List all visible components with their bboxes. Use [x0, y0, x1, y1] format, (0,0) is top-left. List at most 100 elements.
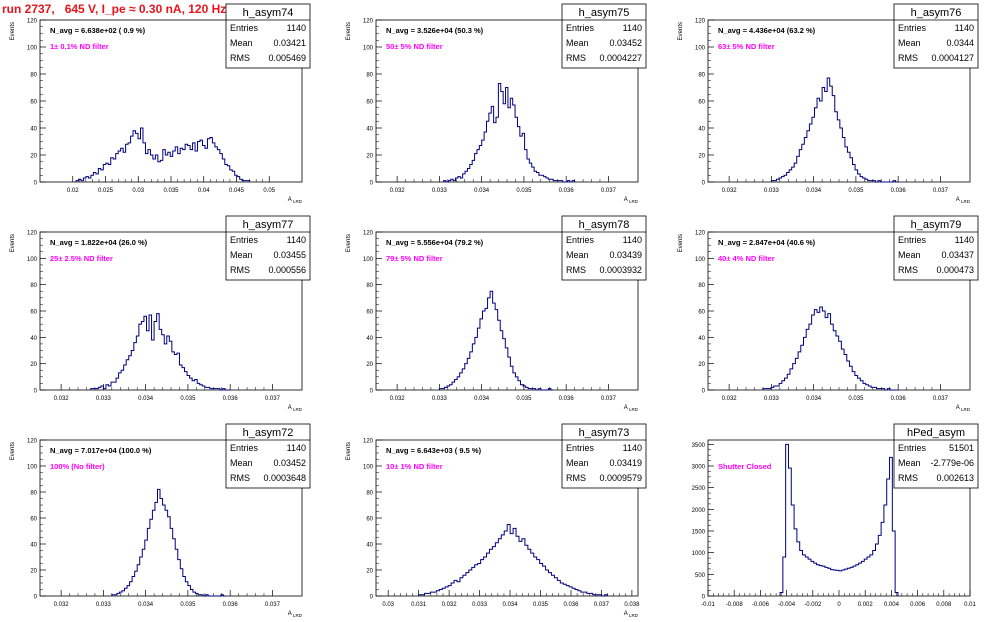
- y-tick-label: 0: [370, 595, 374, 601]
- y-tick-label: 40: [698, 336, 705, 342]
- stats-value: 0.000556: [268, 265, 306, 275]
- x-tick-label: 0.034: [474, 188, 490, 194]
- histogram-series: [762, 306, 899, 391]
- y-axis-label: Events: [346, 442, 352, 460]
- panel-h_asym74: 0 20 40 60 80 100 120 0.02 0.025 0.03 0.035 0.04 0.0…: [10, 3, 311, 204]
- stats-label: Entries: [230, 235, 259, 245]
- stats-label: RMS: [230, 473, 250, 483]
- stats-value: 0.03419: [609, 458, 642, 468]
- x-tick-label: 0.036: [223, 602, 239, 608]
- stats-label: Mean: [566, 38, 589, 48]
- stats-value: 0.0004227: [599, 53, 642, 63]
- stats-label: Mean: [230, 458, 253, 468]
- x-tick-label: 0.037: [265, 602, 281, 608]
- stats-label: Entries: [566, 23, 595, 33]
- stats-value: -2.779e-06: [930, 458, 974, 468]
- x-axis-label: A LRD: [624, 405, 639, 412]
- y-tick-label: 0: [34, 389, 38, 395]
- y-tick-label: 60: [30, 310, 37, 316]
- x-tick-label: 0.033: [432, 396, 448, 402]
- y-tick-label: 60: [698, 100, 705, 106]
- x-tick-label: 0.004: [884, 602, 900, 608]
- stats-value: 1140: [955, 235, 974, 245]
- x-axis-label: A LRD: [288, 197, 303, 204]
- x-tick-label: 0.032: [390, 396, 406, 402]
- y-tick-label: 2500: [692, 486, 706, 492]
- x-tick-label: 0.033: [472, 602, 488, 608]
- y-tick-label: 60: [30, 517, 37, 523]
- filter-annotation: 100% (No filter): [50, 462, 105, 471]
- y-tick-label: 0: [702, 389, 706, 395]
- stats-label: Entries: [566, 235, 595, 245]
- navg-label: N_avg = 6.638e+02 ( 0.9 %): [50, 26, 146, 35]
- y-tick-label: 20: [366, 362, 373, 368]
- x-tick-label: 0.037: [601, 396, 617, 402]
- filter-annotation: Shutter Closed: [718, 462, 772, 471]
- y-tick-label: 0: [370, 181, 374, 187]
- stats-label: RMS: [898, 265, 918, 275]
- navg-box: [384, 236, 562, 248]
- y-tick-label: 0: [702, 595, 706, 601]
- stats-box: [561, 215, 647, 281]
- histogram-title: h_asym73: [579, 427, 630, 439]
- navg-box: [48, 444, 226, 456]
- navg-box: [716, 24, 894, 36]
- x-tick-label: 0.033: [432, 188, 448, 194]
- stats-label: Mean: [898, 458, 921, 468]
- y-tick-label: 2000: [692, 508, 706, 514]
- y-tick-label: 3000: [692, 465, 706, 471]
- y-tick-label: 60: [698, 310, 705, 316]
- histogram-title: h_asym77: [243, 219, 294, 231]
- stats-label: Entries: [898, 443, 927, 453]
- x-tick-label: 0.033: [764, 188, 780, 194]
- y-tick-label: 40: [366, 336, 373, 342]
- x-tick-label: 0: [837, 602, 841, 608]
- stats-value: 0.0009579: [599, 473, 642, 483]
- panel-h_asym79: 0 20 40 60 80 100 120 0.032 0.033 0.034 0.035 0.036…: [678, 215, 979, 412]
- stats-value: 1140: [287, 443, 306, 453]
- x-tick-label: 0.002: [858, 602, 874, 608]
- stats-label: Entries: [566, 443, 595, 453]
- stats-value: 51501: [949, 443, 974, 453]
- x-tick-label: 0.033: [96, 602, 112, 608]
- x-tick-label: 0.033: [764, 396, 780, 402]
- y-axis-label: Events: [346, 234, 352, 252]
- stats-value: 0.03452: [609, 38, 642, 48]
- histogram-title: h_asym79: [911, 219, 962, 231]
- y-tick-label: 120: [27, 231, 38, 237]
- y-tick-label: 20: [30, 569, 37, 575]
- page-title: run 2737, 645 V, I_pe ≈ 0.30 nA, 120 Hz: [2, 2, 227, 16]
- stats-label: RMS: [230, 265, 250, 275]
- stats-label: Mean: [566, 250, 589, 260]
- stats-label: RMS: [566, 53, 586, 63]
- y-axis-label: Events: [10, 22, 16, 40]
- stats-label: Mean: [898, 250, 921, 260]
- x-tick-label: -0.006: [752, 602, 770, 608]
- panel-h_asym76: 0 20 40 60 80 100 120 0.032 0.033 0.034 0.035 0.036…: [678, 3, 979, 204]
- x-tick-label: 0.035: [180, 396, 196, 402]
- histogram-series: [418, 524, 609, 597]
- filter-annotation: 1± 0.1% ND filter: [50, 42, 109, 51]
- histogram-title: h_asym76: [911, 7, 962, 19]
- navg-label: N_avg = 2.847e+04 (40.6 %): [718, 238, 816, 247]
- x-tick-label: 0.033: [96, 396, 112, 402]
- x-tick-label: 0.032: [390, 188, 406, 194]
- y-tick-label: 80: [366, 283, 373, 289]
- x-tick-label: 0.035: [516, 188, 532, 194]
- navg-box: [716, 236, 894, 248]
- x-tick-label: 0.036: [559, 396, 575, 402]
- panel-h_asym72: 0 20 40 60 80 100 120 0.032 0.033 0.034 0.035 0.036…: [10, 423, 311, 618]
- y-tick-label: 120: [27, 439, 38, 445]
- x-tick-label: 0.032: [54, 602, 70, 608]
- stats-box: [561, 423, 647, 489]
- y-tick-label: 60: [366, 517, 373, 523]
- x-tick-label: 0.04: [198, 188, 210, 194]
- stats-value: 1140: [623, 235, 642, 245]
- stats-value: 0.03455: [273, 250, 306, 260]
- stats-value: 1140: [287, 235, 306, 245]
- stats-label: RMS: [566, 473, 586, 483]
- y-tick-label: 0: [702, 181, 706, 187]
- x-axis-label: A LRD: [288, 611, 303, 618]
- navg-label: N_avg = 7.017e+04 (100.0 %): [50, 446, 152, 455]
- stats-box: [225, 215, 311, 281]
